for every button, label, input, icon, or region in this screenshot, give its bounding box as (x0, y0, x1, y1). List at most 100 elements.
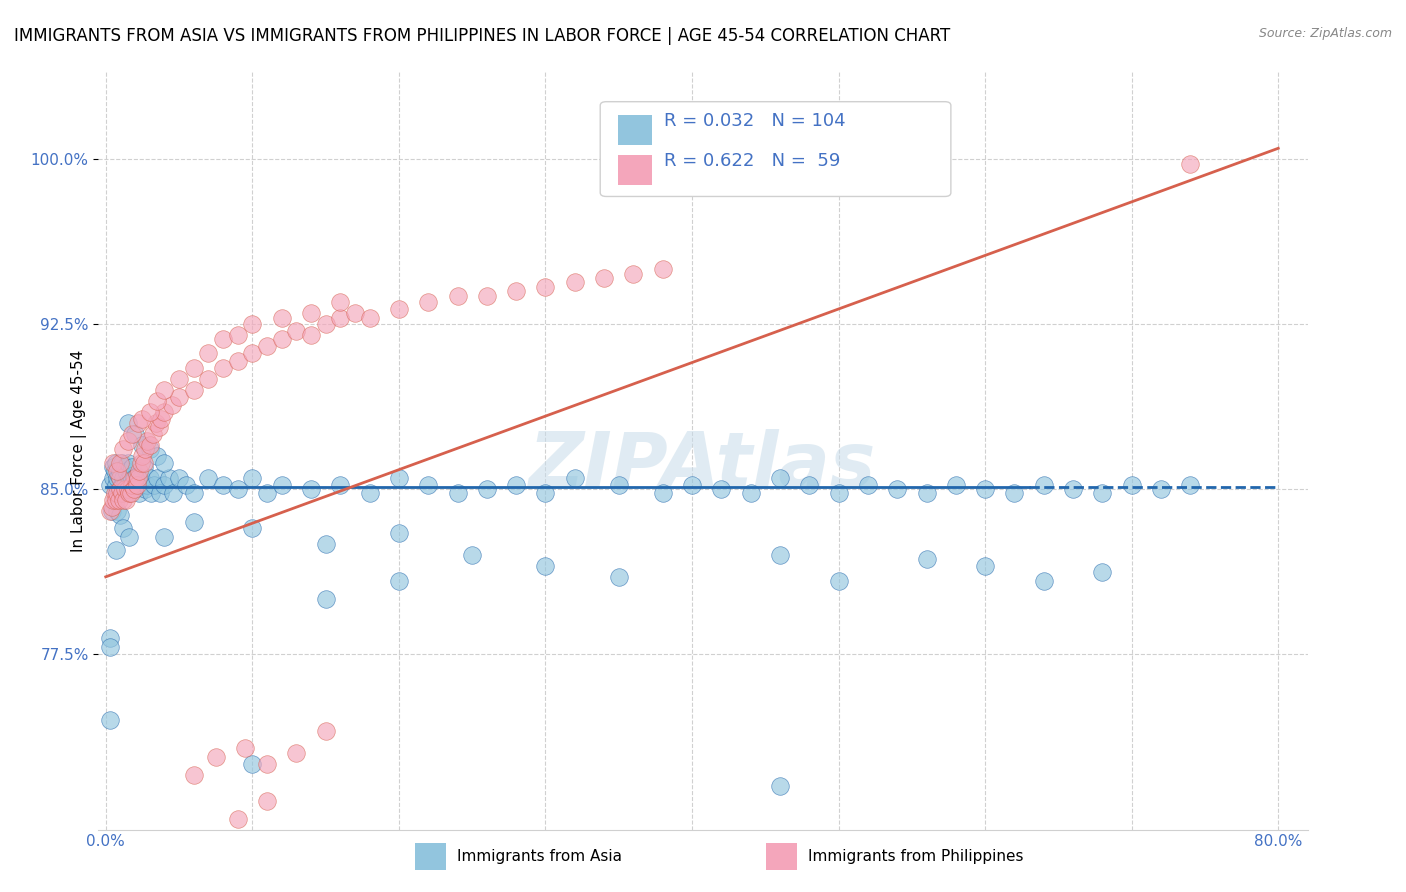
Point (315, 317, 337, 331)
FancyBboxPatch shape (600, 102, 950, 196)
Point (212, 477, 235, 491)
Point (107, 486, 129, 500)
Point (974, 558, 997, 573)
Point (110, 482, 132, 496)
Point (107, 504, 129, 518)
Point (112, 471, 135, 485)
Point (128, 464, 150, 478)
Point (183, 767, 205, 781)
Point (131, 477, 153, 491)
Point (124, 471, 146, 485)
Point (105, 543, 128, 558)
Point (117, 434, 139, 448)
Point (105, 456, 128, 470)
Text: Source: ZipAtlas.com: Source: ZipAtlas.com (1258, 27, 1392, 40)
Point (141, 486, 163, 500)
Point (621, 267, 644, 281)
Point (127, 477, 149, 491)
Point (681, 477, 703, 491)
Point (446, 288, 468, 302)
Point (1004, 486, 1026, 500)
Point (1180, 477, 1202, 491)
Point (388, 574, 411, 589)
Point (1121, 477, 1143, 491)
Point (118, 471, 141, 485)
Point (110, 464, 132, 478)
Point (117, 477, 139, 491)
Point (118, 486, 141, 500)
Point (1062, 482, 1084, 496)
Point (138, 471, 160, 485)
Point (651, 486, 673, 500)
Point (256, 339, 278, 353)
Point (167, 471, 190, 485)
Point (98, 477, 121, 491)
Point (98, 504, 121, 518)
FancyBboxPatch shape (619, 155, 652, 186)
Point (146, 449, 169, 463)
Point (446, 486, 468, 500)
Point (149, 486, 172, 500)
Point (299, 482, 322, 496)
Point (176, 477, 198, 491)
Y-axis label: In Labor Force | Age 45-54: In Labor Force | Age 45-54 (72, 350, 87, 551)
Point (98, 632, 121, 646)
Point (110, 456, 132, 470)
Point (131, 438, 153, 452)
Point (769, 548, 792, 562)
Point (131, 411, 153, 425)
Text: Immigrants from Asia: Immigrants from Asia (457, 849, 621, 863)
Point (240, 521, 263, 535)
Point (127, 416, 149, 430)
Point (118, 486, 141, 500)
Point (153, 383, 176, 397)
Point (240, 317, 263, 331)
Point (117, 416, 139, 430)
Point (197, 372, 219, 386)
Point (564, 471, 586, 485)
Point (183, 486, 205, 500)
Point (148, 420, 170, 434)
Point (118, 530, 141, 544)
FancyBboxPatch shape (766, 843, 797, 870)
Point (138, 405, 160, 419)
Point (315, 723, 337, 738)
Point (343, 306, 366, 320)
Point (710, 482, 733, 496)
Point (1150, 482, 1173, 496)
Point (299, 306, 322, 320)
Point (128, 486, 150, 500)
Point (121, 477, 143, 491)
Point (150, 411, 173, 425)
Point (915, 486, 938, 500)
Point (124, 482, 146, 496)
Point (120, 468, 142, 483)
Point (183, 361, 205, 376)
Point (256, 794, 278, 808)
Point (197, 345, 219, 359)
Point (285, 746, 308, 760)
Point (107, 471, 129, 485)
Point (138, 442, 160, 457)
Point (534, 558, 557, 573)
Point (183, 515, 205, 529)
Point (125, 477, 148, 491)
Point (651, 262, 673, 277)
Point (359, 486, 381, 500)
Point (388, 301, 411, 316)
Point (134, 482, 156, 496)
Point (146, 394, 169, 409)
Point (103, 486, 125, 500)
Point (1091, 486, 1114, 500)
Point (121, 459, 143, 474)
Point (110, 508, 132, 523)
Point (108, 486, 131, 500)
Point (121, 427, 143, 442)
Point (226, 482, 249, 496)
Point (135, 477, 157, 491)
Point (127, 471, 149, 485)
Point (162, 486, 184, 500)
Point (112, 486, 135, 500)
Point (299, 328, 322, 343)
Point (233, 741, 256, 756)
